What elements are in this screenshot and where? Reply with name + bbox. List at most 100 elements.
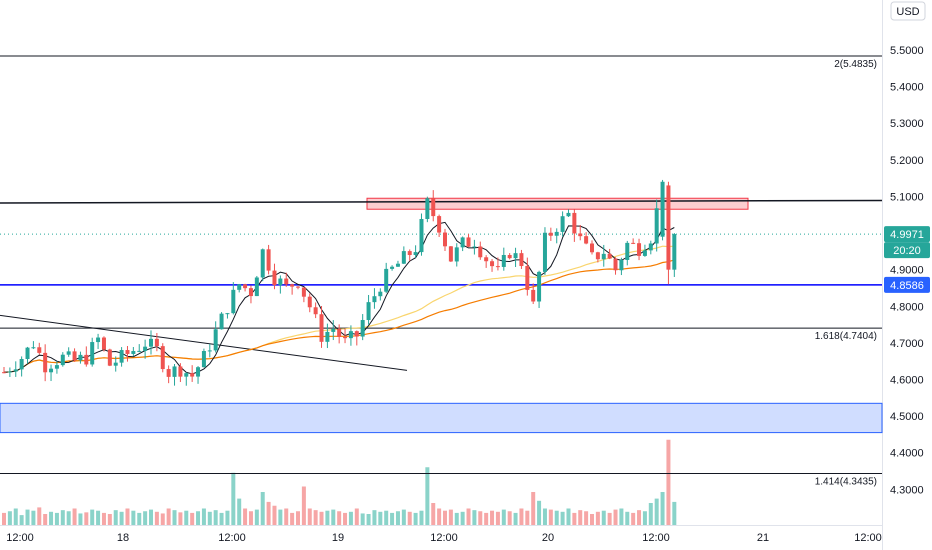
candle-body[interactable] [472, 246, 477, 248]
candle-body[interactable] [190, 373, 195, 377]
candle-body[interactable] [66, 351, 71, 355]
descending-trendline[interactable] [0, 314, 408, 371]
candle-body[interactable] [578, 233, 583, 237]
candle-body[interactable] [637, 243, 642, 256]
candle-body[interactable] [384, 268, 389, 292]
candle-body[interactable] [290, 284, 295, 287]
candle-body[interactable] [419, 218, 424, 253]
candle-body[interactable] [407, 251, 412, 256]
candle-body[interactable] [584, 236, 589, 244]
candle-body[interactable] [219, 313, 224, 330]
candle-body[interactable] [196, 367, 201, 377]
candle-body[interactable] [572, 212, 577, 234]
candle-body[interactable] [390, 266, 395, 269]
candle-body[interactable] [107, 349, 112, 366]
candle-body[interactable] [101, 337, 106, 350]
candle-body[interactable] [642, 250, 647, 256]
candle-body[interactable] [454, 247, 459, 262]
candle-body[interactable] [72, 351, 77, 361]
candle-body[interactable] [137, 350, 142, 352]
candle-body[interactable] [260, 249, 265, 278]
candle-body[interactable] [531, 289, 536, 302]
candle-body[interactable] [595, 252, 600, 260]
candle-body[interactable] [131, 351, 136, 354]
resistance-zone[interactable] [366, 197, 749, 210]
candle-body[interactable] [542, 232, 547, 272]
demand-zone[interactable] [0, 402, 883, 434]
candle-body[interactable] [307, 296, 312, 308]
candle-body[interactable] [513, 253, 518, 259]
candle-body[interactable] [78, 354, 83, 361]
candle-body[interactable] [443, 232, 447, 247]
candle-body[interactable] [372, 296, 377, 303]
candle-body[interactable] [178, 366, 183, 377]
candle-body[interactable] [43, 352, 48, 373]
candle-body[interactable] [401, 251, 406, 264]
candle-body[interactable] [495, 266, 500, 268]
candle-body[interactable] [566, 212, 571, 217]
candle-body[interactable] [478, 246, 483, 258]
candle-body[interactable] [654, 208, 659, 244]
candle-body[interactable] [19, 359, 24, 370]
candle-body[interactable] [625, 242, 630, 260]
candle-body[interactable] [113, 362, 118, 366]
candle-body[interactable] [607, 253, 612, 259]
candle-body[interactable] [525, 266, 530, 290]
candle-body[interactable] [448, 246, 453, 262]
candle-body[interactable] [84, 354, 89, 365]
candle-body[interactable] [466, 237, 471, 247]
candle-body[interactable] [154, 338, 159, 347]
candle-body[interactable] [278, 278, 283, 286]
candle-body[interactable] [248, 288, 253, 297]
candle-body[interactable] [619, 259, 624, 271]
candle-body[interactable] [166, 369, 171, 377]
candle-body[interactable] [254, 277, 259, 297]
candle-body[interactable] [60, 354, 65, 366]
candle-body[interactable] [425, 198, 430, 219]
candle-body[interactable] [395, 263, 400, 267]
candle-body[interactable] [501, 254, 506, 267]
candle-body[interactable] [648, 243, 653, 251]
time-axis[interactable]: 12:00 18 12:00 19 12:00 20 12:00 21 12:00 [6, 532, 882, 544]
candle-body[interactable] [319, 314, 324, 342]
candle-body[interactable] [666, 185, 671, 270]
candle-body[interactable] [437, 216, 442, 233]
candle-body[interactable] [25, 347, 30, 360]
candle-body[interactable] [125, 350, 130, 354]
candle-body[interactable] [272, 270, 277, 286]
resistance-trendline[interactable] [0, 199, 883, 204]
candle-body[interactable] [331, 328, 336, 332]
candle-body[interactable] [348, 331, 353, 339]
candle-body[interactable] [237, 284, 242, 290]
candle-body[interactable] [37, 347, 42, 353]
candle-body[interactable] [90, 342, 95, 365]
candle-body[interactable] [172, 366, 177, 377]
candle-body[interactable] [548, 232, 553, 236]
candles[interactable] [2, 179, 677, 386]
candle-body[interactable] [484, 257, 489, 262]
candle-body[interactable] [560, 216, 565, 232]
candle-body[interactable] [160, 346, 165, 370]
candle-body[interactable] [613, 258, 618, 271]
candle-body[interactable] [660, 181, 665, 237]
candle-body[interactable] [213, 329, 218, 351]
candle-body[interactable] [231, 289, 236, 314]
candle-body[interactable] [343, 336, 348, 339]
candle-body[interactable] [7, 371, 12, 373]
candle-body[interactable] [184, 373, 189, 377]
candle-body[interactable] [507, 254, 512, 259]
candle-body[interactable] [296, 286, 300, 288]
candle-body[interactable] [301, 287, 306, 297]
candle-body[interactable] [460, 237, 465, 248]
candle-body[interactable] [49, 368, 54, 373]
price-axis[interactable]: 5.60005.50005.40005.30005.20005.10004.90… [890, 1, 926, 496]
candle-body[interactable] [119, 350, 124, 363]
candle-body[interactable] [519, 253, 524, 267]
candle-body[interactable] [413, 252, 418, 256]
candle-body[interactable] [672, 234, 677, 270]
currency-badge[interactable] [890, 1, 926, 21]
candle-body[interactable] [31, 347, 36, 349]
candle-body[interactable] [431, 198, 436, 217]
candle-body[interactable] [54, 365, 59, 369]
